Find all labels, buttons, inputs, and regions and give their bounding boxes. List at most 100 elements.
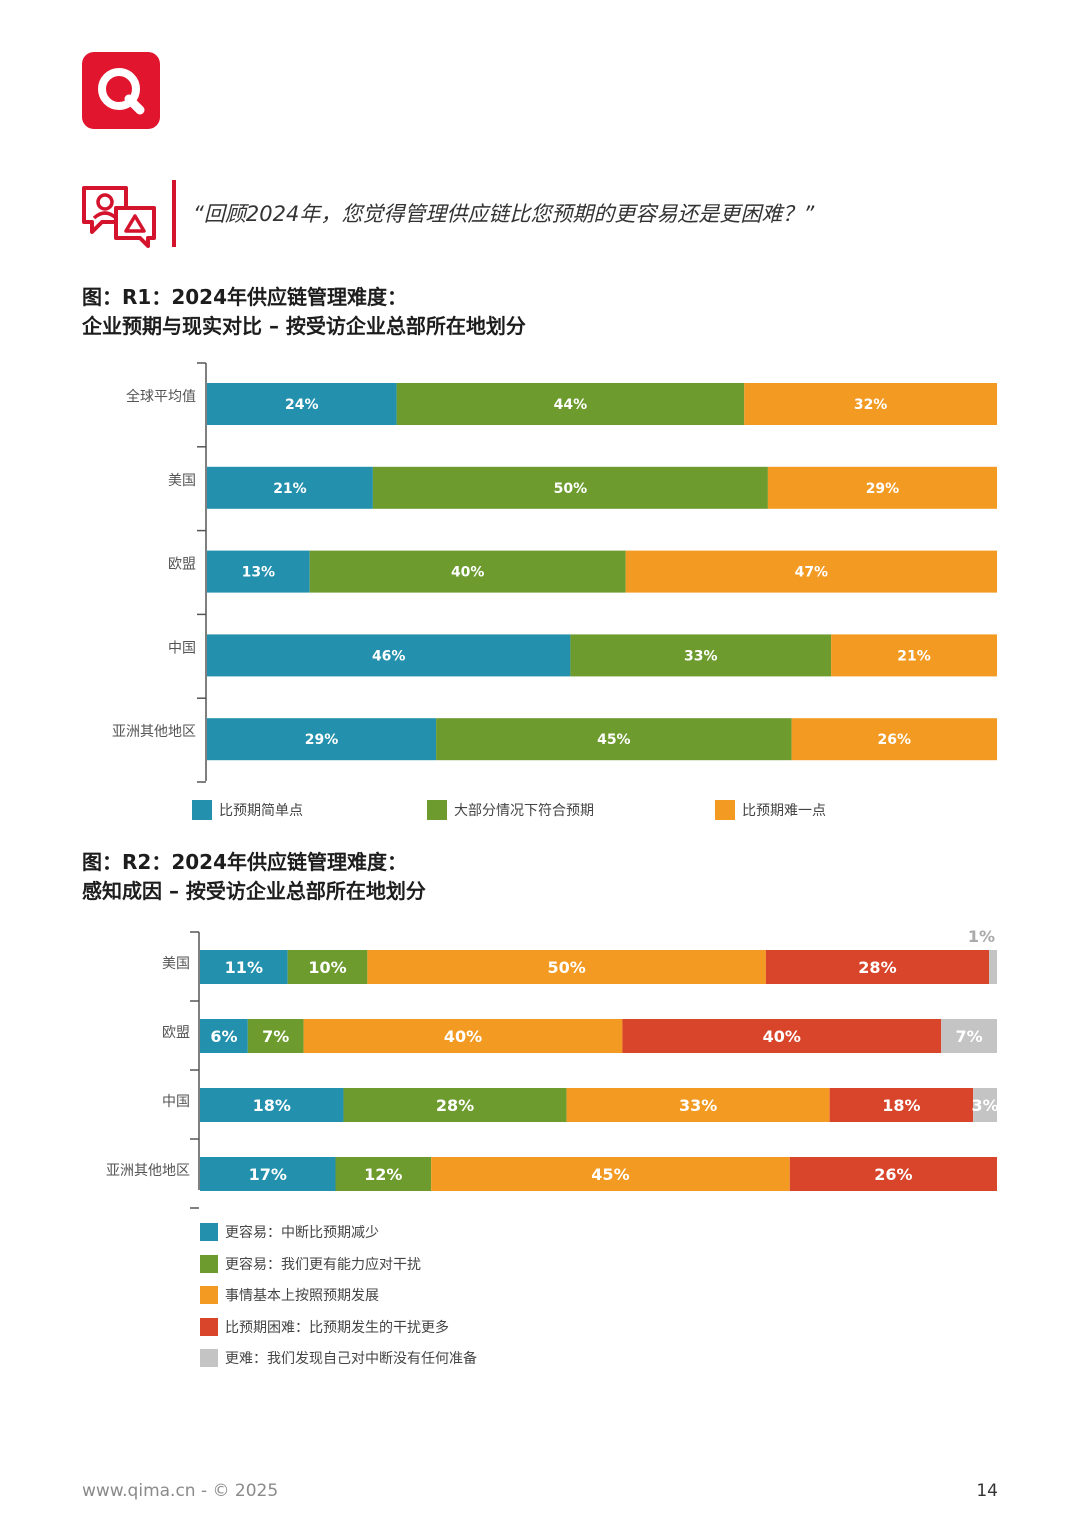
legend-item: 更容易：我们更有能力应对干扰 xyxy=(200,1254,477,1274)
category-label: 欧盟 xyxy=(162,1025,190,1041)
chart1-legend: 比预期简单点 大部分情况下符合预期 比预期难一点 xyxy=(0,800,1080,822)
legend-item: 事情基本上按照预期发展 xyxy=(200,1285,477,1305)
category-label: 美国 xyxy=(168,473,196,489)
value-label: 33% xyxy=(684,648,718,664)
value-label: 3% xyxy=(971,1096,998,1115)
question-divider xyxy=(172,180,176,247)
value-label: 24% xyxy=(285,397,319,413)
chart1-title: 图：R1：2024年供应链管理难度： 企业预期与现实对比 – 按受访企业总部所在… xyxy=(82,283,526,341)
legend-item: 更容易：中断比预期减少 xyxy=(200,1222,477,1242)
legend-label: 大部分情况下符合预期 xyxy=(454,803,594,819)
legend-item: 更难：我们发现自己对中断没有任何准备 xyxy=(200,1348,477,1368)
value-label: 13% xyxy=(242,565,276,581)
bar-segment xyxy=(200,950,288,984)
value-label: 28% xyxy=(436,1096,474,1115)
value-label: 17% xyxy=(249,1165,287,1184)
bar-segment xyxy=(287,950,368,984)
value-label: 33% xyxy=(679,1096,717,1115)
legend-label: 比预期困难：比预期发生的干扰更多 xyxy=(225,1319,449,1336)
value-label: 18% xyxy=(882,1096,920,1115)
bar-segment xyxy=(343,1088,567,1122)
bar-segment xyxy=(396,383,745,425)
bar-segment xyxy=(207,466,373,509)
value-label: 26% xyxy=(874,1165,912,1184)
value-label: 50% xyxy=(547,958,585,977)
bar-segment xyxy=(200,1019,248,1053)
bar-segment xyxy=(247,1019,304,1053)
footer-text: www.qima.cn - © 2025 xyxy=(82,1481,279,1501)
legend-swatch xyxy=(200,1223,218,1241)
value-label: 45% xyxy=(597,732,631,748)
bar-segment xyxy=(791,718,997,761)
bar-segment xyxy=(622,1019,942,1053)
bar-segment xyxy=(570,634,832,677)
category-label: 全球平均值 xyxy=(126,388,196,405)
legend-swatch xyxy=(200,1317,218,1336)
legend-label: 事情基本上按照预期发展 xyxy=(225,1288,379,1304)
legend-swatch xyxy=(427,800,447,820)
chart1-title-line1: 图：R1：2024年供应链管理难度： xyxy=(82,285,407,309)
legend-swatch xyxy=(200,1349,218,1367)
chart2-title-line1: 图：R2：2024年供应链管理难度： xyxy=(82,850,407,874)
legend-item: 比预期简单点 xyxy=(192,800,303,820)
chart1-stacked-bar: 全球平均值 24% 44% 32% 美国 21% 50% 29% 欧盟 13% 40% 47% 中国 46… xyxy=(112,362,997,783)
category-label: 中国 xyxy=(162,1094,190,1110)
bar-segment xyxy=(335,1157,432,1191)
bar-segment xyxy=(207,383,397,425)
bar-segment xyxy=(829,1088,974,1122)
value-label: 46% xyxy=(372,648,406,664)
chart2-title-line2: 感知成因 – 按受访企业总部所在地划分 xyxy=(82,879,426,903)
value-label: 26% xyxy=(878,732,912,748)
category-label: 亚洲其他地区 xyxy=(106,1163,190,1179)
legend-label: 比预期简单点 xyxy=(219,803,303,819)
bar-segment xyxy=(973,1088,997,1122)
value-label: 40% xyxy=(444,1027,482,1046)
category-label: 欧盟 xyxy=(168,557,196,573)
bar-segment xyxy=(367,950,766,984)
value-label: 18% xyxy=(253,1096,291,1115)
legend-swatch xyxy=(200,1286,218,1304)
bar-segment xyxy=(989,950,997,984)
value-label: 7% xyxy=(956,1027,983,1046)
value-label: 10% xyxy=(308,958,346,977)
legend-swatch xyxy=(192,800,212,820)
legend-swatch xyxy=(715,800,735,820)
legend-swatch xyxy=(200,1254,218,1273)
value-label: 40% xyxy=(451,565,485,581)
chart1-title-line2: 企业预期与现实对比 – 按受访企业总部所在地划分 xyxy=(82,314,526,338)
value-label: 44% xyxy=(554,397,588,413)
chart2-title: 图：R2：2024年供应链管理难度： 感知成因 – 按受访企业总部所在地划分 xyxy=(82,848,426,906)
category-label: 亚洲其他地区 xyxy=(112,724,196,740)
legend-label: 更难：我们发现自己对中断没有任何准备 xyxy=(225,1351,477,1367)
value-label: 29% xyxy=(305,732,339,748)
bar-segment xyxy=(372,466,768,509)
value-label: 40% xyxy=(763,1027,801,1046)
bar-segment xyxy=(207,550,310,593)
bar-segment xyxy=(309,550,626,593)
value-label: 7% xyxy=(262,1027,289,1046)
value-label: 21% xyxy=(273,481,307,497)
bar-segment xyxy=(436,718,792,761)
chart2-stacked-bar: 美国 11% 10% 50% 28% 1% 欧盟 6% 7% 40% 40% 7% 中国 18% 28% 33… xyxy=(106,927,999,1209)
value-label: 1% xyxy=(968,927,995,946)
survey-question: “回顾2024年，您觉得管理供应链比您预期的更容易还是更困难？” xyxy=(193,202,815,226)
bar-segment xyxy=(767,466,997,509)
page-number: 14 xyxy=(976,1481,998,1501)
value-label: 11% xyxy=(225,958,263,977)
chat-bubbles-icon xyxy=(80,184,160,250)
value-label: 6% xyxy=(210,1027,237,1046)
bar-segment xyxy=(789,1157,997,1191)
legend-item: 大部分情况下符合预期 xyxy=(427,800,594,820)
bar-segment xyxy=(625,550,997,593)
bar-segment xyxy=(207,718,437,761)
legend-label: 比预期难一点 xyxy=(742,803,826,819)
bar-segment xyxy=(744,383,997,425)
bar-segment xyxy=(765,950,990,984)
legend-item: 比预期困难：比预期发生的干扰更多 xyxy=(200,1317,477,1337)
category-label: 中国 xyxy=(168,640,196,656)
value-label: 28% xyxy=(858,958,896,977)
legend-label: 更容易：我们更有能力应对干扰 xyxy=(225,1256,421,1273)
value-label: 29% xyxy=(866,481,900,497)
value-label: 50% xyxy=(554,481,588,497)
bar-segment xyxy=(200,1088,344,1122)
